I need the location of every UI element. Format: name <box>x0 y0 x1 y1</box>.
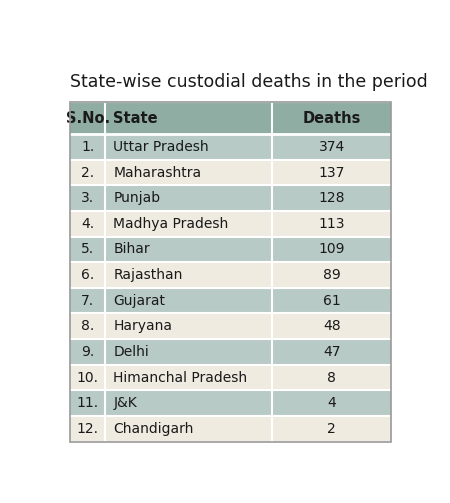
Text: 7.: 7. <box>81 294 94 308</box>
Text: State: State <box>113 111 158 126</box>
Text: 5.: 5. <box>81 242 94 257</box>
Text: 128: 128 <box>319 191 345 205</box>
Bar <box>70 134 391 160</box>
Text: State-wise custodial deaths in the period: State-wise custodial deaths in the perio… <box>70 73 428 92</box>
Text: Punjab: Punjab <box>113 191 160 205</box>
Text: 9.: 9. <box>81 345 94 359</box>
Bar <box>70 313 391 339</box>
Text: Delhi: Delhi <box>113 345 149 359</box>
Text: 61: 61 <box>323 294 341 308</box>
Text: 6.: 6. <box>81 268 94 282</box>
Text: 10.: 10. <box>77 371 99 384</box>
Bar <box>70 102 391 442</box>
Text: Madhya Pradesh: Madhya Pradesh <box>113 217 229 231</box>
Bar <box>70 339 391 365</box>
Text: 113: 113 <box>319 217 345 231</box>
Bar <box>70 160 391 186</box>
Bar <box>70 211 391 237</box>
Text: 89: 89 <box>323 268 341 282</box>
Text: 2: 2 <box>327 422 336 436</box>
Text: 12.: 12. <box>77 422 99 436</box>
Text: Bihar: Bihar <box>113 242 150 257</box>
Text: 1.: 1. <box>81 140 94 154</box>
Text: Chandigarh: Chandigarh <box>113 422 194 436</box>
Text: 8.: 8. <box>81 319 94 333</box>
Bar <box>70 390 391 416</box>
Text: 47: 47 <box>323 345 341 359</box>
Text: 11.: 11. <box>77 396 99 410</box>
Text: 4: 4 <box>327 396 336 410</box>
Text: Haryana: Haryana <box>113 319 172 333</box>
Text: 137: 137 <box>319 165 345 180</box>
Text: Rajasthan: Rajasthan <box>113 268 183 282</box>
Bar <box>70 102 391 134</box>
Bar <box>70 365 391 390</box>
Text: 2.: 2. <box>81 165 94 180</box>
Text: 8: 8 <box>327 371 336 384</box>
Bar <box>70 237 391 262</box>
Bar <box>70 288 391 313</box>
Text: J&K: J&K <box>113 396 137 410</box>
Text: 109: 109 <box>319 242 345 257</box>
Text: 3.: 3. <box>81 191 94 205</box>
Text: 4.: 4. <box>81 217 94 231</box>
Bar <box>70 262 391 288</box>
Text: Deaths: Deaths <box>302 111 361 126</box>
Bar <box>70 186 391 211</box>
Text: 48: 48 <box>323 319 341 333</box>
Text: S.No.: S.No. <box>66 111 110 126</box>
Text: Uttar Pradesh: Uttar Pradesh <box>113 140 209 154</box>
Bar <box>70 416 391 442</box>
Text: 374: 374 <box>319 140 345 154</box>
Text: Himanchal Pradesh: Himanchal Pradesh <box>113 371 248 384</box>
Text: Gujarat: Gujarat <box>113 294 165 308</box>
Text: Maharashtra: Maharashtra <box>113 165 201 180</box>
